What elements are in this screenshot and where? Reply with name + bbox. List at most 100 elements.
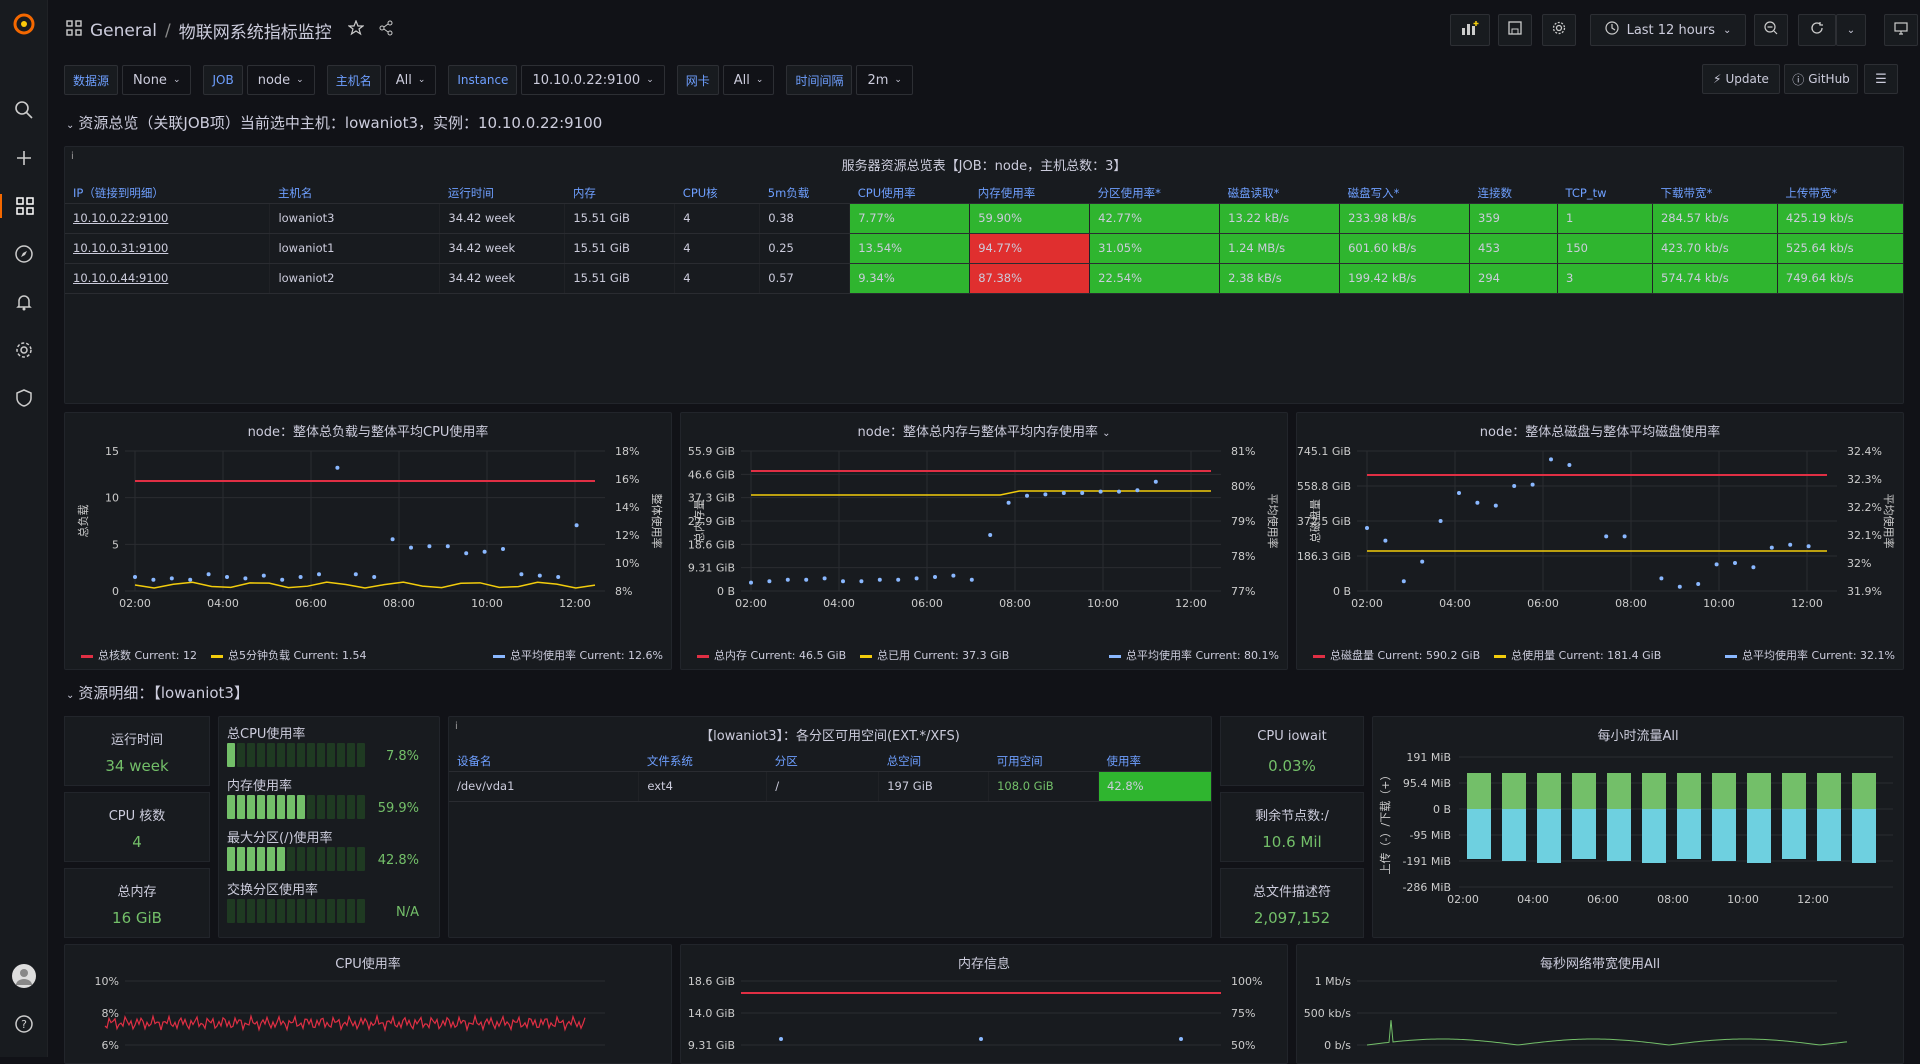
compass-icon[interactable] (12, 242, 36, 266)
memory-info-chart[interactable]: 18.6 GiB 14.0 GiB 9.31 GiB 100% 75% 50% (681, 971, 1288, 1061)
refresh-interval-dropdown[interactable]: ⌄ (1836, 14, 1866, 46)
overview-table-title: 服务器资源总览表【JOB：node，主机总数：3】 (841, 159, 1127, 174)
time-range-picker[interactable]: Last 12 hours ⌄ (1590, 14, 1746, 46)
var-instance-select[interactable]: 10.10.0.22:9100 ⌄ (521, 65, 665, 95)
bargauge-cell (347, 795, 355, 819)
hourly-traffic-title: 每小时流量All (1597, 729, 1679, 744)
column-header[interactable]: 连接数 (1469, 183, 1558, 204)
series-point (1006, 500, 1011, 505)
plus-icon[interactable] (12, 146, 36, 170)
y-axis-label: 总内存量 (692, 499, 706, 543)
var-job-label: JOB (203, 65, 243, 95)
search-icon[interactable] (12, 98, 36, 122)
var-hostname-select[interactable]: All ⌄ (384, 65, 437, 95)
panel-info-icon[interactable]: i (455, 721, 458, 732)
tv-mode-button[interactable] (1884, 14, 1918, 46)
chevron-down-icon[interactable]: ⌄ (1102, 428, 1111, 439)
avatar[interactable] (12, 964, 36, 988)
y2-axis-label: 平均使用率 (1266, 494, 1280, 549)
column-header[interactable]: 内存 (564, 183, 675, 204)
column-header[interactable]: CPU使用率 (849, 183, 970, 204)
page-title[interactable]: 物联网系统指标监控 (178, 23, 332, 43)
legend-swatch (860, 654, 873, 658)
column-header[interactable]: 磁盘读取* (1219, 183, 1340, 204)
share-icon[interactable] (378, 20, 394, 41)
star-icon[interactable] (346, 19, 365, 41)
bell-icon[interactable] (12, 290, 36, 314)
legend-item[interactable]: 总核数 Current: 12 (81, 647, 197, 663)
bargauge-cell (237, 847, 245, 871)
table-cell: lowaniot3 (269, 203, 441, 234)
series-point (372, 575, 377, 579)
column-header[interactable]: 内存使用率 (969, 183, 1090, 204)
column-header[interactable]: 分区 (766, 751, 879, 772)
legend-item[interactable]: 总磁盘量 Current: 590.2 GiB (1313, 647, 1480, 663)
x-tick-label: 04:00 (1439, 597, 1471, 610)
host-link[interactable]: 10.10.0.31:9100 (65, 233, 271, 264)
legend-item[interactable]: 总平均使用率 Current: 32.1% (1725, 647, 1895, 663)
memory-chart[interactable]: 55.9 GiB 46.6 GiB 37.3 GiB 27.9 GiB 18.6 GiB… (681, 441, 1288, 661)
column-header[interactable]: 设备名 (449, 751, 639, 772)
bargauge-cell (277, 743, 285, 767)
legend-item[interactable]: 总5分钟负载 Current: 1.54 (211, 647, 367, 663)
legend-item[interactable]: 总平均使用率 Current: 12.6% (493, 647, 663, 663)
column-header[interactable]: 使用率 (1098, 751, 1211, 772)
dashboards-icon[interactable] (0, 194, 48, 218)
column-header[interactable]: 可用空间 (988, 751, 1099, 772)
column-header[interactable]: 运行时间 (439, 183, 565, 204)
cpu-load-chart[interactable]: 15 10 5 0 18% 16% 14% 12% 10% 8% 02:00 04:00 06:00 08… (65, 441, 672, 661)
column-header[interactable]: 磁盘写入* (1339, 183, 1470, 204)
settings-button[interactable] (1542, 14, 1576, 46)
table-cell: 34.42 week (439, 203, 566, 234)
host-link[interactable]: 10.10.0.44:9100 (65, 263, 271, 294)
help-icon[interactable]: ? (12, 1012, 36, 1036)
column-header[interactable]: TCP_tw (1557, 183, 1653, 204)
var-job-select[interactable]: node ⌄ (246, 65, 315, 95)
refresh-button[interactable] (1798, 14, 1836, 46)
column-header[interactable]: CPU核 (674, 183, 760, 204)
x-tick-label: 02:00 (119, 597, 151, 610)
add-panel-button[interactable] (1450, 14, 1490, 46)
legend-item[interactable]: 总已用 Current: 37.3 GiB (860, 647, 1009, 663)
row-overview-title[interactable]: ⌄ 资源总览（关联JOB项）当前选中主机：lowaniot3，实例：10.10.0… (66, 112, 602, 133)
gear-icon[interactable] (12, 338, 36, 362)
row-detail-title[interactable]: ⌄ 资源明细：【lowaniot3】 (66, 682, 249, 703)
legend-item[interactable]: 总使用量 Current: 181.4 GiB (1494, 647, 1661, 663)
network-bandwidth-chart[interactable]: 1 Mb/s 500 kb/s 0 b/s (1297, 971, 1904, 1061)
series-point (1457, 491, 1461, 495)
column-header[interactable]: 主机名 (269, 183, 440, 204)
github-label: GitHub (1808, 72, 1850, 86)
legend-item[interactable]: 总内存 Current: 46.5 GiB (697, 647, 846, 663)
cpu-usage-chart[interactable]: 10% 8% 6% (65, 971, 672, 1061)
hourly-traffic-chart[interactable]: 191 MiB 95.4 MiB 0 B -95 MiB -191 MiB -286 Mi… (1373, 747, 1904, 937)
x-tick-label: 02:00 (1351, 597, 1383, 610)
column-header[interactable]: 5m负载 (759, 183, 850, 204)
var-datasource-select[interactable]: None ⌄ (122, 65, 192, 95)
panel-info-icon[interactable]: i (71, 151, 74, 162)
host-link[interactable]: 10.10.0.22:9100 (65, 203, 271, 234)
column-header[interactable]: 下载带宽* (1652, 183, 1778, 204)
iowait-stat: CPU iowait 0.03% (1220, 716, 1364, 786)
column-header[interactable]: 上传带宽* (1777, 183, 1903, 204)
folder-link[interactable]: General (90, 20, 157, 41)
column-header[interactable]: 总空间 (878, 751, 989, 772)
update-link[interactable]: ⚡ Update (1702, 64, 1780, 94)
shield-icon[interactable] (12, 386, 36, 410)
series-point (859, 579, 864, 584)
var-nic-select[interactable]: All ⌄ (722, 65, 775, 95)
legend-item[interactable]: 总平均使用率 Current: 80.1% (1109, 647, 1279, 663)
github-link[interactable]: ⓘ GitHub (1784, 64, 1858, 94)
var-interval-select[interactable]: 2m ⌄ (856, 65, 913, 95)
save-button[interactable] (1498, 14, 1532, 46)
series-point (1549, 457, 1553, 462)
column-header[interactable]: 文件系统 (638, 751, 767, 772)
column-header[interactable]: 分区使用率* (1089, 183, 1220, 204)
series-point (979, 1037, 983, 1041)
download-bar (1747, 773, 1771, 809)
upload-bar (1607, 809, 1631, 861)
column-header[interactable]: IP（链接到明细） (65, 183, 270, 204)
menu-button[interactable]: ☰ (1864, 64, 1898, 94)
zoom-out-button[interactable] (1754, 14, 1788, 46)
disk-chart[interactable]: 745.1 GiB 558.8 GiB 372.5 GiB 186.3 GiB 0 B 3… (1297, 441, 1904, 661)
grafana-logo-icon[interactable] (12, 12, 36, 36)
